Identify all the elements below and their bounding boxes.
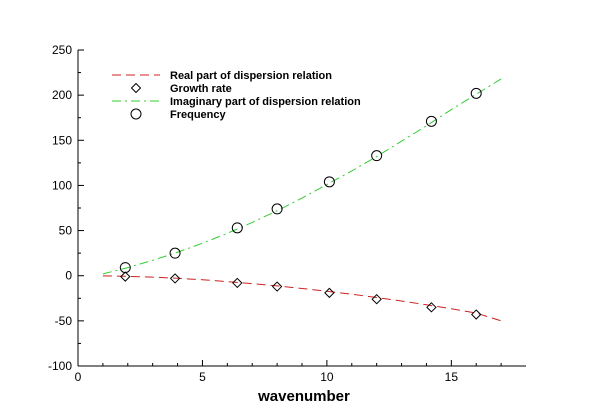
series-layer [102,78,502,322]
y-tick-label: -50 [55,314,73,328]
data-point [120,271,131,282]
legend-label: Imaginary part of dispersion relation [170,96,361,108]
legend-label: Real part of dispersion relation [170,70,332,82]
data-point [323,176,335,188]
y-tick-label: 100 [52,178,72,192]
y-tick-label: -100 [48,359,72,373]
legend-item: Growth rate [130,82,232,95]
x-tick-label: 0 [75,370,82,384]
legend-item: Frequency [130,108,227,121]
y-tick-label: 200 [52,88,72,102]
x-tick-label: 5 [199,370,206,384]
data-point [119,262,131,274]
data-point [271,281,283,292]
series-3 [119,87,482,274]
legend-label: Growth rate [170,83,232,95]
data-point [425,115,437,127]
y-tick-label: 50 [59,224,73,238]
data-point [169,247,181,259]
data-point [470,87,482,99]
data-point [271,203,283,215]
data-point [231,222,243,234]
data-point [169,273,181,284]
data-point [471,309,482,320]
legend-label: Frequency [170,109,227,121]
series-line [102,78,502,275]
y-tick-label: 150 [52,133,72,147]
legend-item: Imaginary part of dispersion relation [112,96,361,108]
data-point [371,293,382,305]
y-tick-label: 250 [52,43,72,57]
legend-swatch [130,82,142,94]
data-point [324,287,335,299]
x-tick-label: 15 [445,370,459,384]
axes-layer: -100 -50 0 50 100 150 200 250 0 5 10 15 [48,43,502,384]
x-tick-label: 10 [320,370,334,384]
data-point [232,277,243,289]
legend-item: Real part of dispersion relation [112,70,332,82]
series-line [102,275,502,322]
data-point [426,302,437,313]
y-tick-label: 0 [65,269,72,283]
series-1 [120,271,482,320]
series-2 [102,78,502,275]
series-0 [102,275,502,322]
data-point [371,150,383,162]
x-axis-label: wavenumber [257,388,350,405]
legend-swatch [130,108,142,120]
